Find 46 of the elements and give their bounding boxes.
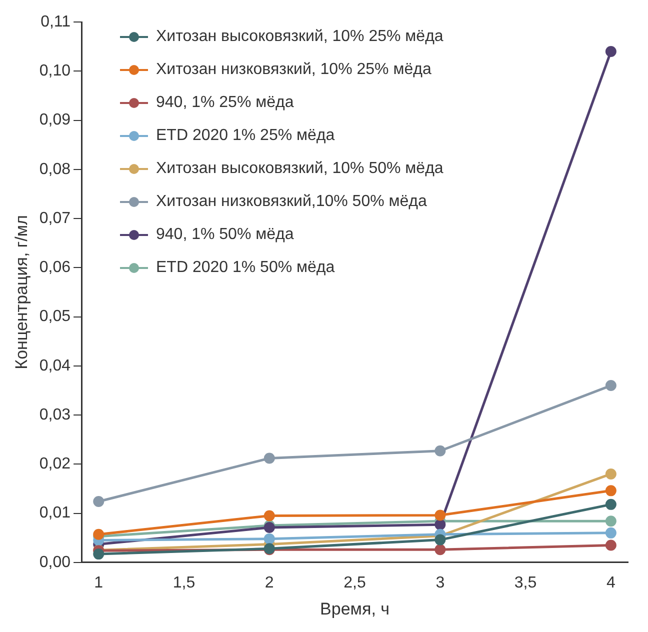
y-tick-label: 0,09 — [39, 112, 71, 129]
point — [605, 485, 616, 496]
point — [605, 527, 616, 538]
point — [93, 496, 104, 507]
point — [434, 534, 446, 546]
x-tick-label: 4 — [606, 574, 616, 592]
point — [605, 498, 616, 510]
point — [434, 544, 446, 556]
point — [605, 516, 616, 527]
point — [605, 380, 616, 392]
point — [93, 548, 104, 560]
x-tick-label: 1 — [94, 574, 104, 592]
legend-label: Хитозан высоковязкий, 10% 50% мёда — [156, 160, 444, 178]
y-tick-label: 0,06 — [39, 259, 71, 276]
point — [434, 445, 446, 456]
x-tick-label: 1,5 — [172, 574, 196, 592]
point — [264, 510, 275, 522]
point — [264, 533, 275, 544]
x-tick-label: 3 — [436, 574, 445, 592]
y-tick-label: 0,08 — [39, 160, 71, 178]
legend-label: Хитозан низковязкий, 10% 25% мёда — [156, 60, 432, 78]
x-tick-label: 2,5 — [344, 574, 366, 592]
legend-label: 940, 1% 25% мёда — [156, 94, 294, 112]
legend-label: 940, 1% 50% мёда — [156, 226, 294, 244]
y-tick-label: 0,07 — [39, 210, 71, 227]
legend-label: ETD 2020 1% 25% мёда — [156, 126, 335, 144]
y-tick-label: 0,02 — [39, 456, 71, 473]
point — [434, 510, 446, 521]
y-tick-label: 0,03 — [39, 406, 71, 424]
point — [605, 468, 616, 480]
y-tick-label: 0,04 — [39, 357, 71, 374]
x-tick-label: 3,5 — [514, 574, 537, 592]
y-tick-label: 0,00 — [39, 554, 71, 571]
legend-label: ETD 2020 1% 50% мёда — [156, 258, 335, 276]
y-axis-title: Концентрация, г/мл — [12, 215, 31, 370]
y-tick-label: 0,05 — [39, 308, 71, 326]
legend-label: Хитозан высоковязкий, 10% 25% мёда — [156, 28, 444, 46]
legend-label: Хитозан низковязкий,10% 50% мёда — [156, 192, 427, 210]
point — [264, 452, 275, 464]
point — [605, 540, 616, 551]
y-tick-label: 0,10 — [39, 62, 71, 80]
y-tick-label: 0,11 — [40, 13, 71, 30]
x-tick-label: 2 — [264, 574, 274, 592]
x-axis-title: Время, ч — [320, 599, 390, 618]
point — [605, 46, 616, 57]
y-tick-label: 0,01 — [39, 504, 71, 522]
